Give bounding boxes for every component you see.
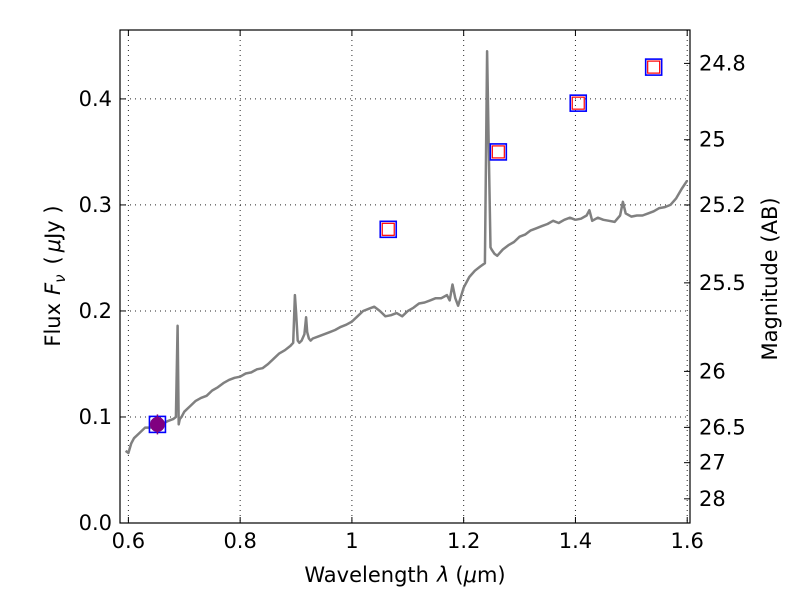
x-axis-label: Wavelength λ (μm) (304, 563, 505, 587)
photometry-marker (489, 143, 508, 161)
y2-tick-label: 25 (699, 128, 726, 152)
x-tick-label: 1 (345, 529, 358, 553)
photometry-marker (379, 220, 398, 239)
y2-tick-label: 24.8 (699, 51, 746, 75)
x-tick-label: 0.6 (112, 529, 145, 553)
model-flux-marker (647, 60, 661, 74)
model-flux-marker (571, 96, 585, 110)
y-axis-label: FluxFν(μJy ) (41, 205, 69, 346)
model-flux-marker (491, 145, 505, 159)
model-flux-marker (381, 222, 395, 236)
y-tick-label: 0.4 (79, 87, 112, 111)
plot-frame (119, 29, 691, 524)
photometry-marker (644, 58, 663, 76)
y-tick-label: 0.0 (79, 511, 112, 535)
x-tick-label: 0.8 (223, 529, 256, 553)
tick-layer: 0.6 0.8 1 1.2 1.4 1.6 0.0 0.1 0.2 0.3 0.4 24.8 25 25.… (79, 30, 746, 553)
x-tick-label: 1.6 (671, 529, 704, 553)
y-tick-label: 0.1 (79, 405, 112, 429)
y2-tick-label: 25.2 (699, 193, 746, 217)
y2-axis-label: Magnitude (AB) (758, 197, 782, 360)
y2-tick-label: 28 (699, 487, 726, 511)
spectrum-line (124, 49, 689, 455)
photometry-marker (569, 94, 588, 112)
y2-tick-label: 25.5 (699, 271, 746, 295)
marker-layer (148, 58, 663, 435)
y-tick-label: 0.2 (79, 299, 112, 323)
y2-tick-label: 26.5 (699, 415, 746, 439)
x-tick-label: 1.4 (559, 529, 592, 553)
x-tick-label: 1.2 (447, 529, 480, 553)
y-tick-label: 0.3 (79, 193, 112, 217)
y2-tick-label: 26 (699, 359, 726, 383)
series-layer (124, 49, 689, 455)
grid-layer (120, 30, 690, 524)
y2-tick-label: 27 (699, 451, 726, 475)
